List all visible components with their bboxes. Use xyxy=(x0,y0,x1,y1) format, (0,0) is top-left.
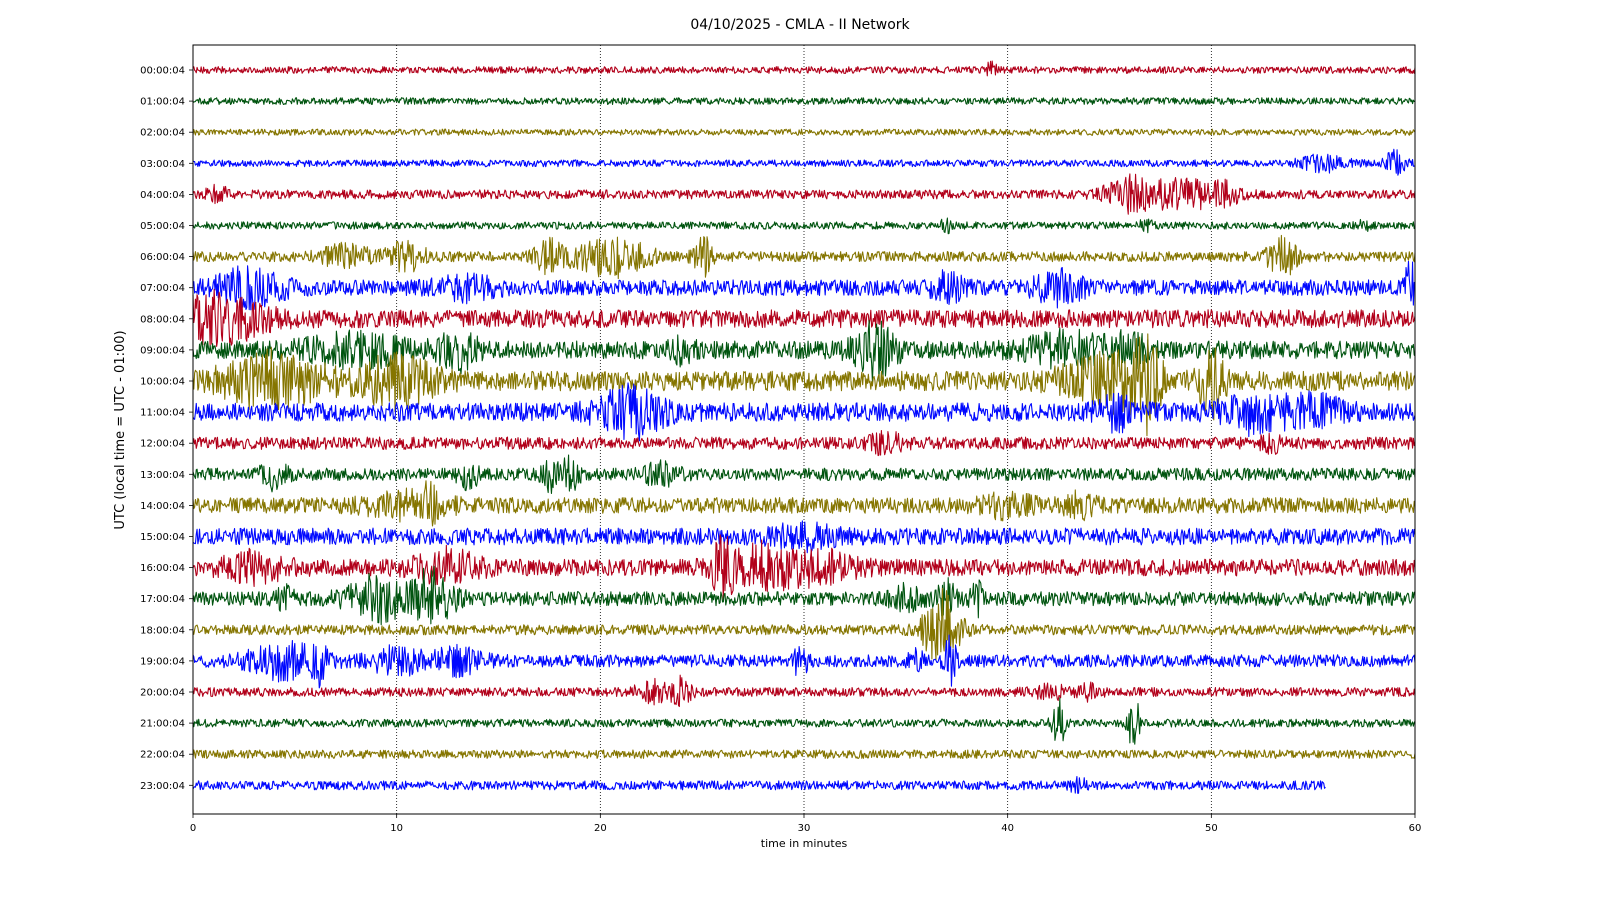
trace-04-00-04 xyxy=(192,173,1416,215)
y-tick-label: 03:00:04 xyxy=(140,159,185,170)
grid-lines xyxy=(396,45,1212,814)
y-tick-label: 19:00:04 xyxy=(140,656,185,667)
y-tick-label: 09:00:04 xyxy=(140,345,185,356)
y-axis-ticks: 00:00:04 01:00:04 02:00:04 03:00:04 04:00:04… xyxy=(140,66,193,792)
trace-07-00-04 xyxy=(192,260,1416,311)
y-tick-label: 10:00:04 xyxy=(140,377,185,388)
y-tick-label: 15:00:04 xyxy=(140,532,185,543)
y-tick-label: 00:00:04 xyxy=(140,66,185,77)
trace-00-00-04 xyxy=(192,60,1416,77)
y-tick-label: 07:00:04 xyxy=(140,283,185,294)
y-tick-label: 23:00:04 xyxy=(140,781,185,792)
x-tick-label: 20 xyxy=(594,823,607,834)
x-tick-label: 60 xyxy=(1409,823,1422,834)
trace-03-00-04 xyxy=(192,148,1416,176)
trace-16-00-04 xyxy=(192,534,1416,602)
x-axis-label: time in minutes xyxy=(761,837,848,850)
trace-02-00-04 xyxy=(192,128,1416,136)
y-tick-label: 17:00:04 xyxy=(140,594,185,605)
trace-14-00-04 xyxy=(192,480,1416,527)
y-tick-label: 13:00:04 xyxy=(140,470,185,481)
trace-01-00-04 xyxy=(192,97,1416,106)
trace-20-00-04 xyxy=(192,674,1416,708)
y-tick-label: 04:00:04 xyxy=(140,190,185,201)
y-tick-label: 08:00:04 xyxy=(140,314,185,325)
trace-17-00-04 xyxy=(192,565,1416,626)
x-tick-label: 10 xyxy=(390,823,403,834)
trace-23-00-04 xyxy=(192,776,1326,794)
x-tick-label: 40 xyxy=(1001,823,1014,834)
trace-08-00-04 xyxy=(192,288,1416,348)
y-tick-label: 01:00:04 xyxy=(140,97,185,108)
x-tick-label: 50 xyxy=(1205,823,1218,834)
x-axis-ticks: 0 10 20 30 40 50 60 xyxy=(190,814,1422,834)
trace-15-00-04 xyxy=(192,520,1416,554)
trace-13-00-04 xyxy=(192,454,1416,495)
y-tick-label: 22:00:04 xyxy=(140,750,185,761)
y-tick-label: 20:00:04 xyxy=(140,688,185,699)
chart-title: 04/10/2025 - CMLA - II Network xyxy=(690,17,910,33)
y-tick-label: 02:00:04 xyxy=(140,128,185,139)
x-tick-label: 30 xyxy=(798,823,811,834)
x-tick-label: 0 xyxy=(190,823,196,834)
trace-06-00-04 xyxy=(192,234,1416,280)
trace-11-00-04 xyxy=(192,382,1416,442)
y-tick-label: 21:00:04 xyxy=(140,719,185,730)
y-tick-label: 16:00:04 xyxy=(140,563,185,574)
y-tick-label: 05:00:04 xyxy=(140,221,185,232)
y-tick-label: 06:00:04 xyxy=(140,252,185,263)
trace-22-00-04 xyxy=(192,749,1416,759)
y-axis-label: UTC (local time = UTC - 01:00) xyxy=(113,330,128,529)
y-tick-label: 12:00:04 xyxy=(140,439,185,450)
trace-10-00-04 xyxy=(192,333,1416,437)
trace-12-00-04 xyxy=(192,429,1416,457)
y-tick-label: 14:00:04 xyxy=(140,501,185,512)
trace-19-00-04 xyxy=(192,634,1416,689)
y-tick-label: 11:00:04 xyxy=(140,408,185,419)
seismogram-traces xyxy=(192,60,1416,794)
trace-18-00-04 xyxy=(192,587,1416,661)
trace-05-00-04 xyxy=(192,217,1416,235)
trace-21-00-04 xyxy=(192,697,1416,745)
y-tick-label: 18:00:04 xyxy=(140,625,185,636)
